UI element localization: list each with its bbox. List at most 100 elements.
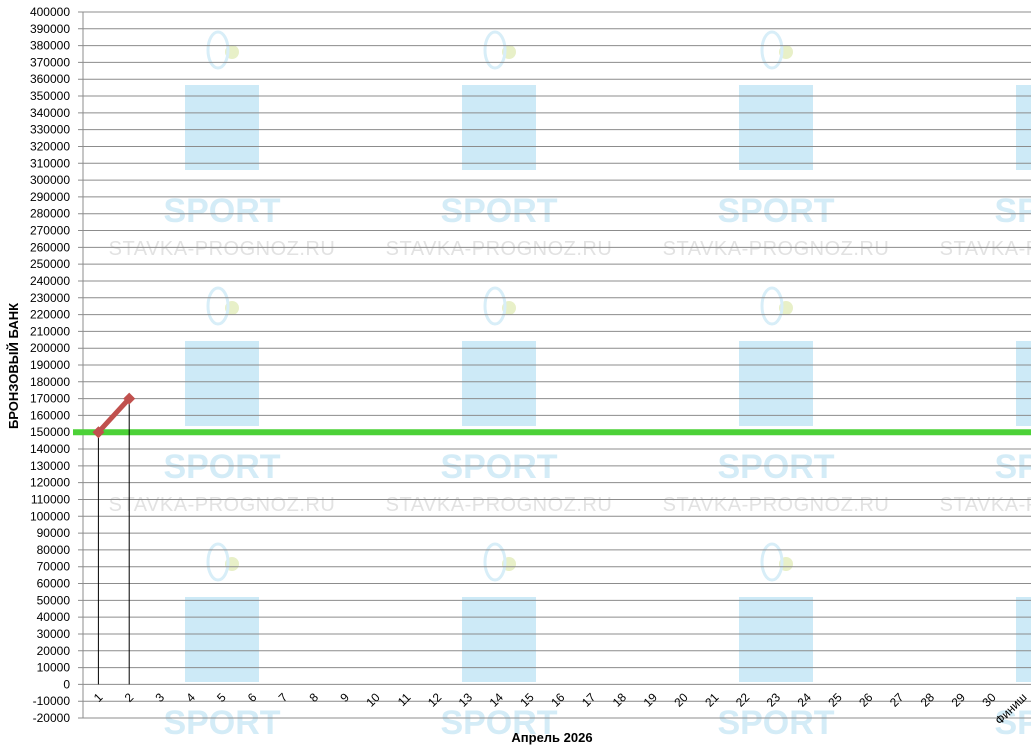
x-tick-label: 27 xyxy=(887,690,907,710)
x-tick-label: 26 xyxy=(856,690,876,710)
y-tick-label: 50000 xyxy=(37,593,71,607)
x-tick-label: 8 xyxy=(306,690,321,705)
x-tick-label: 3 xyxy=(152,690,167,705)
svg-text:STAVKA-PROGNOZ.RU: STAVKA-PROGNOZ.RU xyxy=(663,494,890,516)
x-tick-label: 20 xyxy=(671,690,691,710)
y-tick-label: 190000 xyxy=(30,358,70,372)
watermark-logo: SPORT STAVKA-PROGNOZ.RU xyxy=(663,286,890,516)
svg-text:SPORT: SPORT xyxy=(994,704,1031,742)
svg-text:STAVKA-PROGNOZ.RU: STAVKA-PROGNOZ.RU xyxy=(386,494,613,516)
y-tick-label: 320000 xyxy=(30,139,70,153)
x-tick-label: 5 xyxy=(214,690,229,705)
svg-text:SPORT: SPORT xyxy=(163,448,280,486)
y-tick-label: 300000 xyxy=(30,173,70,187)
x-tick-label: 19 xyxy=(641,690,661,710)
svg-text:STAVKA-PROGNOZ.RU: STAVKA-PROGNOZ.RU xyxy=(940,494,1031,516)
y-tick-label: 160000 xyxy=(30,408,70,422)
y-tick-label: 110000 xyxy=(31,492,70,506)
y-tick-label: 80000 xyxy=(37,543,71,557)
x-tick-label: 9 xyxy=(337,690,352,705)
y-tick-label: 150000 xyxy=(30,425,70,439)
y-axis-ticks: -20000 -10000 0 10000 20000 30000 40000 50000 60… xyxy=(30,5,70,725)
y-tick-label: 360000 xyxy=(30,72,70,86)
y-tick-label: 100000 xyxy=(30,509,70,523)
watermark-logo: SPORT STAVKA-PROGNOZ.RU xyxy=(109,30,336,260)
watermark-logo: SPORT STAVKA-PROGNOZ.RU xyxy=(109,286,336,516)
y-tick-label: 60000 xyxy=(37,577,71,591)
x-tick-label: 1 xyxy=(91,690,106,705)
y-tick-label: 390000 xyxy=(30,22,70,36)
y-tick-label: 250000 xyxy=(30,257,70,271)
svg-text:STAVKA-PROGNOZ.RU: STAVKA-PROGNOZ.RU xyxy=(386,238,613,260)
svg-text:SPORT: SPORT xyxy=(163,704,280,742)
y-tick-label: 210000 xyxy=(30,324,70,338)
svg-text:STAVKA-PROGNOZ.RU: STAVKA-PROGNOZ.RU xyxy=(109,494,336,516)
y-tick-label: 350000 xyxy=(30,89,70,103)
y-axis-title: БРОНЗОВЫЙ БАНК xyxy=(6,303,21,429)
y-tick-label: 20000 xyxy=(37,644,71,658)
x-tick-label: 18 xyxy=(610,690,630,710)
svg-text:SPORT: SPORT xyxy=(440,448,557,486)
x-tick-label: 6 xyxy=(245,690,260,705)
y-tick-label: -20000 xyxy=(33,711,71,725)
y-tick-label: -10000 xyxy=(33,694,71,708)
x-tick-label: 4 xyxy=(183,690,198,705)
data-point xyxy=(92,426,105,439)
gridlines xyxy=(78,11,1031,719)
x-tick-label: 11 xyxy=(395,690,414,709)
svg-text:STAVKA-PROGNOZ.RU: STAVKA-PROGNOZ.RU xyxy=(109,238,336,260)
svg-text:SPORT: SPORT xyxy=(163,192,280,230)
series-layer xyxy=(73,392,1031,685)
y-tick-label: 90000 xyxy=(37,526,71,540)
svg-text:SPORT: SPORT xyxy=(440,704,557,742)
y-tick-label: 280000 xyxy=(30,207,70,221)
y-tick-label: 310000 xyxy=(30,156,70,170)
y-tick-label: 140000 xyxy=(30,442,70,456)
y-tick-label: 200000 xyxy=(30,341,70,355)
y-tick-label: 270000 xyxy=(30,224,70,238)
x-tick-label: 10 xyxy=(363,690,383,710)
y-tick-label: 240000 xyxy=(30,274,70,288)
data-point xyxy=(123,392,136,405)
y-tick-label: 120000 xyxy=(30,476,70,490)
watermark-logo: SPORT STAVKA-PROGNOZ.RU xyxy=(940,85,1031,260)
svg-text:SPORT: SPORT xyxy=(717,704,834,742)
x-tick-label: 29 xyxy=(949,690,969,710)
y-tick-label: 170000 xyxy=(30,392,70,406)
svg-text:SPORT: SPORT xyxy=(994,448,1031,486)
x-tick-label: 7 xyxy=(276,690,291,705)
y-tick-label: 70000 xyxy=(37,560,71,574)
watermark-logo: SPORT STAVKA-PROGNOZ.RU xyxy=(663,30,890,260)
svg-text:SPORT: SPORT xyxy=(994,192,1031,230)
y-tick-label: 380000 xyxy=(30,39,70,53)
svg-text:STAVKA-PROGNOZ.RU: STAVKA-PROGNOZ.RU xyxy=(663,238,890,260)
watermark-logo: SPORT STAVKA-PROGNOZ.RU xyxy=(386,286,613,516)
watermark-logo: SPORT STAVKA-PROGNOZ.RU xyxy=(940,341,1031,516)
y-tick-label: 340000 xyxy=(30,106,70,120)
x-axis-title: Апрель 2026 xyxy=(511,730,592,745)
series-line xyxy=(96,396,132,434)
svg-text:SPORT: SPORT xyxy=(717,192,834,230)
x-tick-label: 2 xyxy=(122,690,137,705)
y-tick-label: 40000 xyxy=(37,610,71,624)
svg-text:SPORT: SPORT xyxy=(440,192,557,230)
y-tick-label: 180000 xyxy=(30,375,70,389)
y-tick-label: 230000 xyxy=(30,291,70,305)
watermark-logo: SPORT STAVKA-PROGNOZ.RU xyxy=(386,30,613,260)
y-tick-label: 10000 xyxy=(37,661,71,675)
x-tick-label: 28 xyxy=(918,690,938,710)
y-tick-label: 400000 xyxy=(30,5,70,19)
y-tick-label: 290000 xyxy=(30,190,70,204)
svg-text:SPORT: SPORT xyxy=(717,448,834,486)
svg-text:STAVKA-PROGNOZ.RU: STAVKA-PROGNOZ.RU xyxy=(940,238,1031,260)
y-tick-label: 220000 xyxy=(30,308,70,322)
y-tick-label: 260000 xyxy=(30,240,70,254)
y-tick-label: 130000 xyxy=(30,459,70,473)
y-tick-label: 0 xyxy=(63,677,70,691)
x-tick-label: 17 xyxy=(579,690,599,710)
